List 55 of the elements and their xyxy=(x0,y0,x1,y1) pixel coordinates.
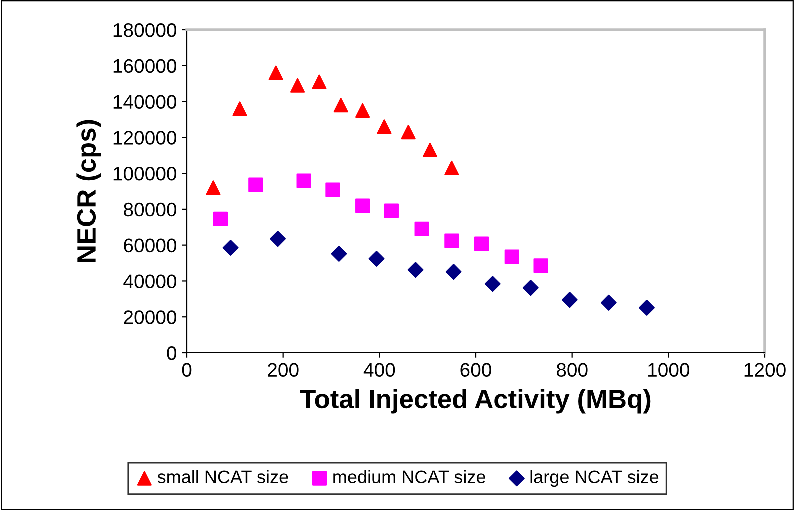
point xyxy=(414,222,430,236)
point xyxy=(484,276,501,292)
point xyxy=(639,300,655,316)
legend-label: small NCAT size xyxy=(158,470,288,484)
y-tick-label: 100000 xyxy=(114,167,177,181)
point xyxy=(232,102,248,116)
point xyxy=(444,234,460,248)
point xyxy=(534,258,548,274)
point xyxy=(522,280,539,296)
legend-label: medium NCAT size xyxy=(334,470,486,484)
x-tick-label: 600 xyxy=(460,363,492,378)
point xyxy=(504,250,520,264)
y-tick-label: 160000 xyxy=(114,59,177,74)
point xyxy=(270,231,286,248)
x-tick-label: 1200 xyxy=(744,363,786,378)
point xyxy=(326,182,340,198)
point xyxy=(213,212,228,226)
y-tick-label: 120000 xyxy=(114,131,177,145)
point xyxy=(474,236,490,252)
x-tick-label: 400 xyxy=(364,363,396,378)
x-tick-label: 200 xyxy=(268,363,299,378)
point xyxy=(334,98,348,113)
point xyxy=(312,74,327,90)
y-tick-label: 80000 xyxy=(124,202,177,217)
point xyxy=(268,66,284,80)
point xyxy=(562,292,578,308)
point xyxy=(368,250,385,267)
x-axis-title: Total Injected Activity (MBq) xyxy=(300,389,651,414)
point xyxy=(296,174,312,188)
y-axis-title: NECR (cps) xyxy=(76,120,102,262)
y-tick-label: 180000 xyxy=(114,23,177,38)
point xyxy=(384,204,399,218)
legend-label: large NCAT size xyxy=(530,470,659,488)
x-tick-label: 800 xyxy=(556,363,588,378)
point xyxy=(401,125,416,140)
point xyxy=(290,78,306,93)
y-tick-label: 40000 xyxy=(124,274,177,288)
point xyxy=(248,178,264,192)
point xyxy=(600,294,617,311)
point xyxy=(222,240,239,256)
x-tick-label: 1000 xyxy=(648,363,690,378)
point xyxy=(446,264,462,280)
point xyxy=(206,180,221,196)
point xyxy=(408,262,424,278)
point xyxy=(356,198,370,214)
point xyxy=(444,160,460,176)
y-tick-label: 0 xyxy=(167,346,177,360)
x-tick-label: 0 xyxy=(182,363,192,378)
y-tick-label: 60000 xyxy=(124,238,177,253)
y-tick-label: 140000 xyxy=(114,95,177,110)
point xyxy=(422,142,438,158)
y-tick-label: 20000 xyxy=(124,310,177,324)
point xyxy=(377,120,392,134)
point xyxy=(356,103,370,118)
point xyxy=(331,246,348,262)
